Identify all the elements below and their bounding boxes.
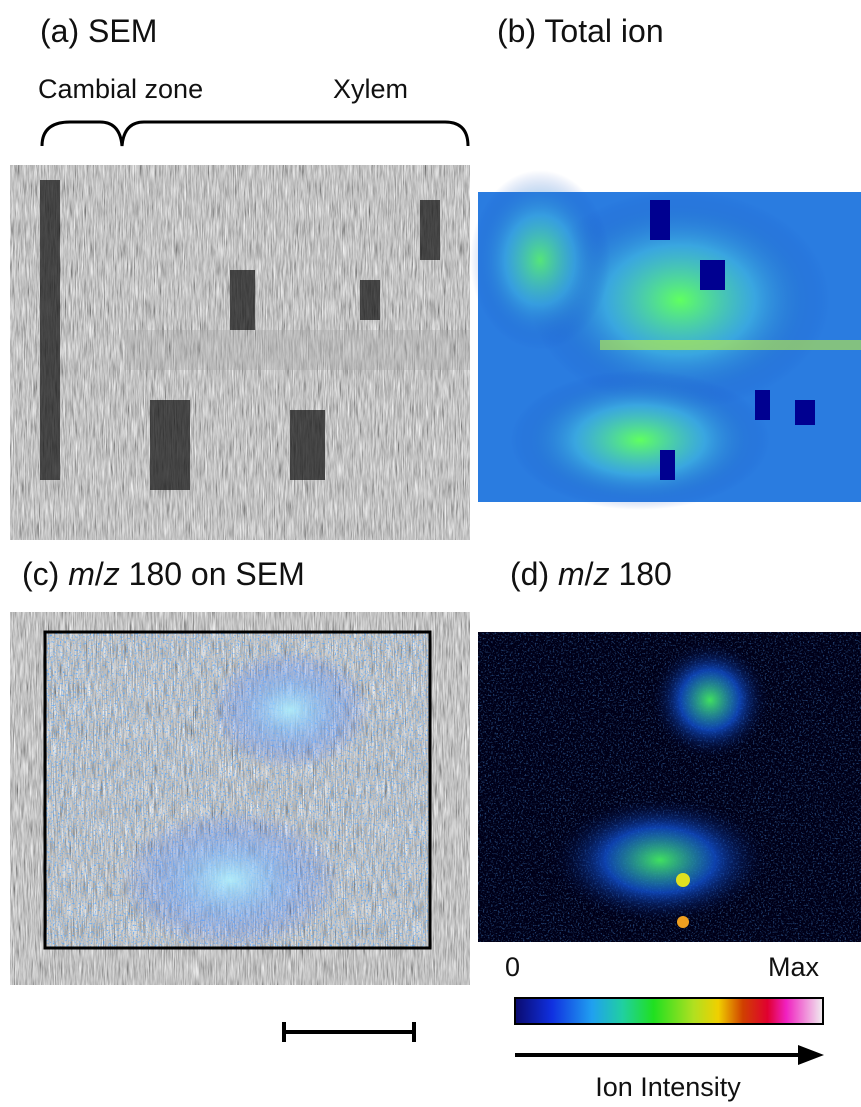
shape — [676, 873, 690, 887]
shape — [360, 280, 380, 320]
brace — [42, 122, 468, 146]
colorbar — [515, 998, 823, 1024]
shape — [660, 450, 675, 480]
shape — [210, 650, 370, 770]
shape: 180 — [610, 556, 672, 592]
shape: m — [68, 556, 95, 592]
shape — [650, 640, 770, 760]
shape — [230, 270, 255, 330]
shape — [795, 400, 815, 425]
mz-image — [478, 632, 861, 942]
shape — [120, 810, 340, 950]
arrow-head — [798, 1045, 824, 1065]
panel-title: (d) m/z 180 — [510, 556, 672, 592]
zone-label: Cambial zone — [38, 74, 203, 104]
figure-body: (a) SEM (b) Total ion (c) m/z 180 on SEM… — [10, 13, 861, 1102]
colorbar-max: Max — [768, 952, 820, 982]
shape — [125, 330, 470, 370]
shape — [470, 170, 610, 350]
shape — [600, 340, 861, 350]
shape: / — [95, 556, 104, 592]
shape — [650, 200, 670, 240]
sem-image — [10, 165, 470, 540]
shape: (b) Total ion — [497, 13, 664, 49]
panel-title: (b) Total ion — [497, 13, 664, 49]
shape: m — [558, 556, 585, 592]
shape: z — [593, 556, 610, 592]
shape: (d) — [510, 556, 558, 592]
shape — [677, 916, 689, 928]
shape: (c) — [22, 556, 68, 592]
shape — [150, 400, 190, 490]
shape: z — [103, 556, 120, 592]
shape — [755, 390, 770, 420]
total-ion-image — [470, 170, 861, 510]
figure: (a) SEM (b) Total ion (c) m/z 180 on SEM… — [0, 0, 861, 1107]
shape — [700, 260, 725, 290]
shape: / — [585, 556, 594, 592]
shape — [420, 200, 440, 260]
shape: 180 on SEM — [120, 556, 305, 592]
shape — [510, 370, 770, 510]
shape — [290, 410, 325, 480]
shape: (a) SEM — [40, 13, 157, 49]
zone-label: Xylem — [333, 74, 408, 104]
colorbar-label: Ion Intensity — [595, 1072, 741, 1102]
shape — [40, 180, 60, 480]
overlay-image — [10, 612, 470, 985]
shape — [550, 795, 770, 925]
panel-title: (a) SEM — [40, 13, 157, 49]
panel-title: (c) m/z 180 on SEM — [22, 556, 305, 592]
colorbar-min: 0 — [505, 952, 520, 982]
scale-bar — [284, 1022, 414, 1042]
